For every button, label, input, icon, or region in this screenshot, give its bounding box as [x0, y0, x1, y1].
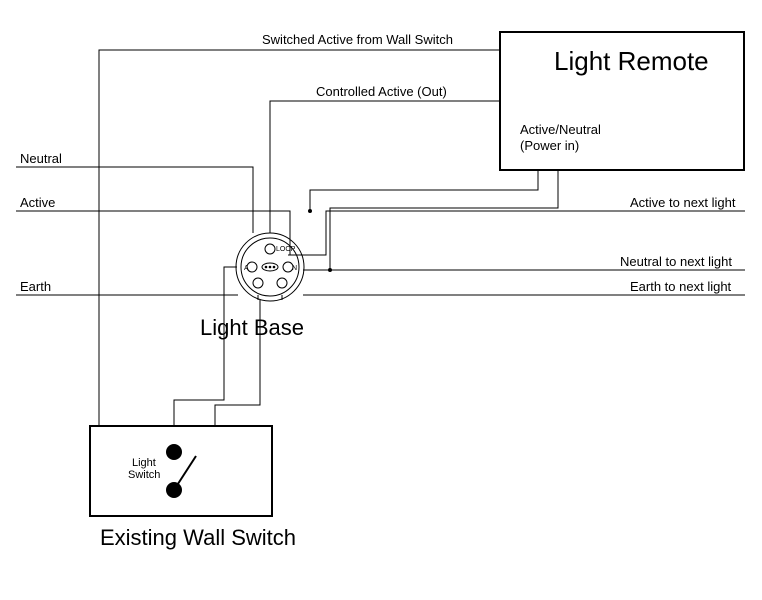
wire-controlled-active — [270, 101, 500, 233]
wall-switch-title: Existing Wall Switch — [100, 525, 296, 550]
wires — [16, 50, 745, 426]
light-switch-label-1: Light — [132, 457, 156, 469]
wire-switch-to-base-left — [174, 267, 237, 426]
loop-label: LOOP — [276, 246, 296, 253]
terminal-botl — [253, 278, 263, 288]
light-switch-label-2: Switch — [128, 469, 160, 481]
junction-dots — [308, 209, 332, 272]
active-next-label: Active to next light — [630, 195, 736, 210]
wall-switch-box — [90, 426, 272, 516]
wire-power-in-active — [310, 170, 538, 211]
wire-switched-active-top — [99, 50, 500, 426]
wire-active-out-next — [288, 211, 745, 255]
power-in-label: (Power in) — [520, 138, 579, 153]
active-label: Active — [20, 195, 55, 210]
terminal-botr — [277, 278, 287, 288]
wiring-diagram: Light Remote Active/Neutral (Power in) S… — [0, 0, 762, 600]
switch-dot-top — [166, 444, 182, 460]
wire-power-in-neutral — [330, 170, 558, 270]
terminal-top — [265, 244, 275, 254]
controlled-active-label: Controlled Active (Out) — [316, 84, 447, 99]
active-neutral-label: Active/Neutral — [520, 122, 601, 137]
neutral-label: Neutral — [20, 151, 62, 166]
wire-active-in — [16, 211, 290, 255]
svg-text:N: N — [292, 265, 297, 272]
light-base-title: Light Base — [200, 315, 304, 340]
switch-lever — [174, 456, 196, 490]
light-base: LOOP A N — [236, 233, 304, 301]
junction-dot — [308, 209, 312, 213]
neutral-next-label: Neutral to next light — [620, 254, 732, 269]
earth-label: Earth — [20, 279, 51, 294]
svg-text:A: A — [244, 265, 249, 272]
light-remote-title: Light Remote — [554, 46, 709, 76]
earth-next-label: Earth to next light — [630, 279, 732, 294]
junction-dot — [328, 268, 332, 272]
switched-active-label: Switched Active from Wall Switch — [262, 32, 453, 47]
